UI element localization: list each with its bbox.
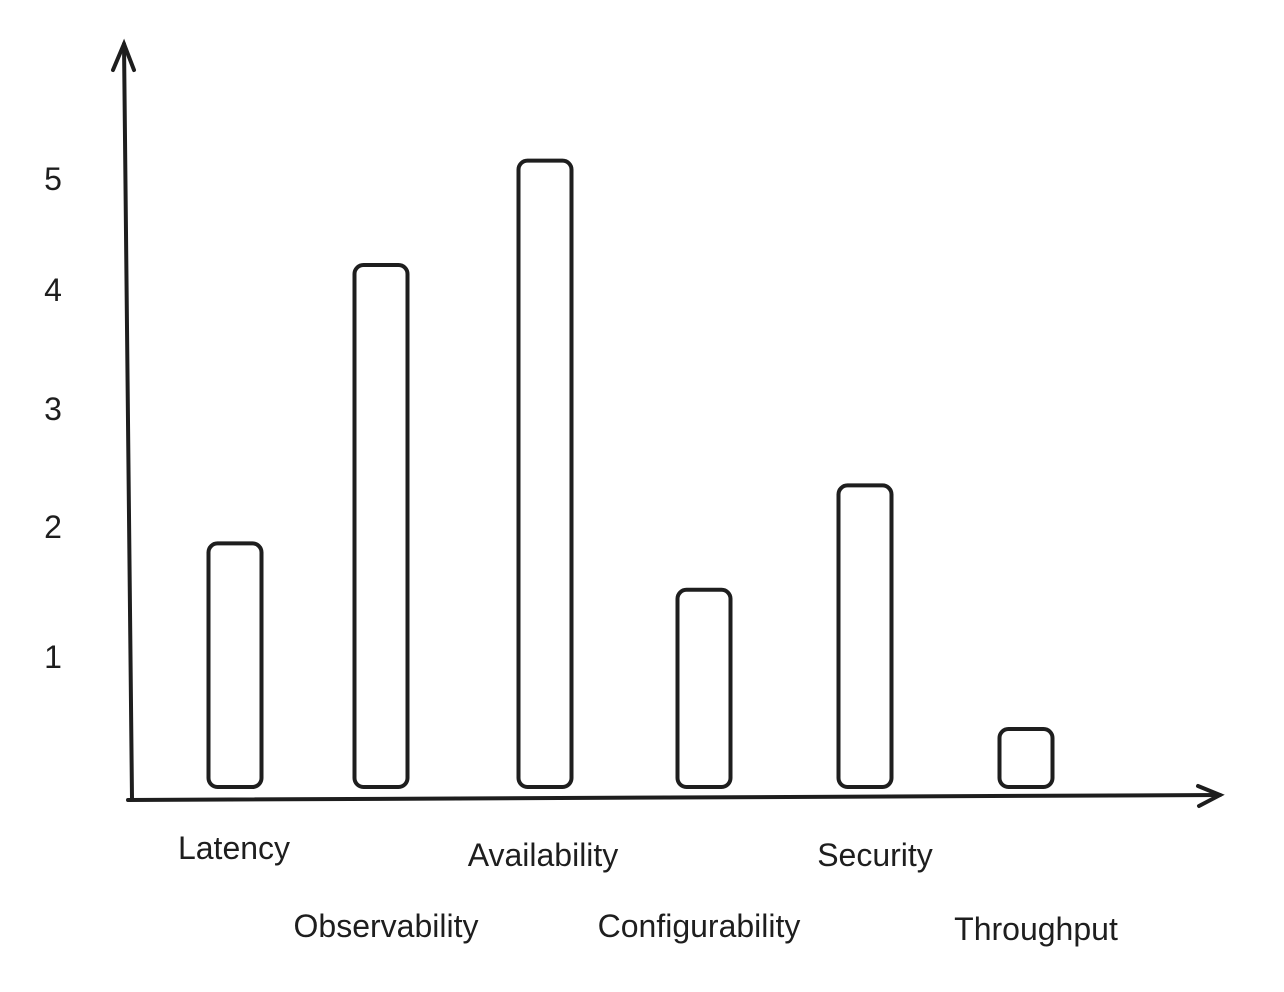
bar-throughput: [997, 727, 1055, 789]
y-tick-label: 5: [44, 161, 62, 197]
x-category-labels: Latency Observability Availability Configur…: [178, 830, 1118, 947]
y-axis-arrowhead: [111, 38, 136, 72]
bar-availability: [516, 158, 574, 790]
x-category-label: Observability: [294, 908, 479, 944]
x-category-label: Throughput: [954, 911, 1118, 947]
bar-observability: [352, 263, 410, 789]
x-category-label: Security: [817, 837, 933, 873]
x-category-label: Availability: [468, 837, 619, 873]
y-tick-label: 4: [44, 272, 62, 308]
bar-latency: [206, 541, 264, 790]
x-axis-arrowhead: [1196, 784, 1225, 808]
x-axis-line: [126, 793, 1222, 802]
y-tick-label: 2: [44, 509, 62, 545]
y-tick-label: 3: [44, 391, 62, 427]
y-axis-line: [122, 42, 134, 801]
y-tick-label: 1: [44, 639, 62, 675]
bars: [206, 158, 1055, 790]
y-tick-labels: 1 2 3 4 5: [44, 161, 62, 675]
axes: [111, 38, 1225, 808]
x-category-label: Latency: [178, 830, 290, 866]
bar-security: [836, 483, 894, 789]
x-category-label: Configurability: [598, 908, 801, 944]
bar-configurability: [675, 587, 733, 789]
